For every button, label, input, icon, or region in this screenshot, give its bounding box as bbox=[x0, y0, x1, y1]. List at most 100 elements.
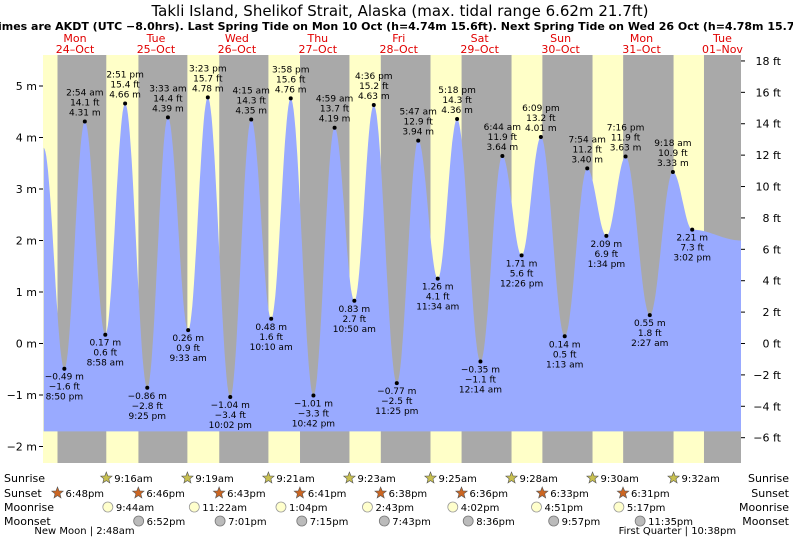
moonrise-icon bbox=[102, 501, 114, 513]
high-tide-dot bbox=[249, 117, 254, 122]
right-tick-label: 4 ft bbox=[763, 275, 782, 288]
high-tide-label: 7:54 am bbox=[569, 135, 606, 145]
sunset-time: 6:46pm bbox=[146, 489, 185, 500]
low-tide-dot bbox=[519, 253, 524, 258]
low-tide-label: 1.71 m bbox=[506, 259, 538, 269]
day-date-label: 27–Oct bbox=[299, 43, 338, 56]
high-tide-label: 4.36 m bbox=[441, 106, 473, 116]
high-tide-label: 14.3 ft bbox=[442, 96, 472, 106]
row-label-left: Moonrise bbox=[4, 501, 54, 514]
moonset-icon bbox=[548, 515, 560, 527]
high-tide-label: 2:54 am bbox=[66, 89, 103, 99]
day-date-label: 30–Oct bbox=[541, 43, 580, 56]
low-tide-label: 2:27 am bbox=[631, 339, 668, 349]
low-tide-label: 0.6 ft bbox=[93, 349, 117, 359]
high-tide-dot bbox=[288, 96, 293, 101]
low-tide-label: 0.5 ft bbox=[553, 350, 577, 360]
low-tide-dot bbox=[690, 227, 695, 232]
low-tide-label: 1:13 am bbox=[546, 360, 583, 370]
left-tick-label: 5 m bbox=[16, 80, 37, 93]
low-tide-label: 11:34 am bbox=[416, 303, 459, 313]
sunrise-icon bbox=[99, 471, 113, 484]
high-tide-label: 3.33 m bbox=[657, 159, 689, 169]
low-tide-dot bbox=[478, 359, 483, 364]
low-tide-dot bbox=[647, 313, 652, 318]
low-tide-label: 1.26 m bbox=[422, 283, 454, 293]
high-tide-label: 4.78 m bbox=[192, 84, 224, 94]
moonset-icon bbox=[133, 515, 145, 527]
right-tick-label: −4 ft bbox=[753, 400, 781, 413]
day-date-label: 01–Nov bbox=[702, 43, 743, 56]
moon-phase-label: First Quarter | 10:38pm bbox=[619, 526, 737, 537]
high-tide-label: 4.39 m bbox=[152, 104, 184, 114]
low-tide-label: −1.6 ft bbox=[49, 383, 81, 393]
sunrise-time: 9:25am bbox=[439, 474, 477, 485]
low-tide-label: 10:42 pm bbox=[292, 420, 335, 430]
moonrise-time: 5:17pm bbox=[627, 503, 666, 514]
moonset-time: 6:52pm bbox=[147, 517, 186, 528]
day-date-label: 29–Oct bbox=[460, 43, 499, 56]
day-name-label: Tue bbox=[146, 32, 166, 45]
low-tide-label: 4.1 ft bbox=[426, 293, 450, 303]
low-tide-dot bbox=[604, 233, 609, 238]
moonrise-time: 9:44am bbox=[116, 503, 154, 514]
sunrise-time: 9:21am bbox=[276, 474, 314, 485]
high-tide-label: 6:44 am bbox=[484, 123, 521, 133]
chart-title: Takli Island, Shelikof Strait, Alaska (m… bbox=[150, 2, 648, 20]
day-name-label: Wed bbox=[225, 32, 249, 45]
right-tick-label: 0 ft bbox=[763, 338, 782, 351]
sunrise-icon bbox=[667, 471, 681, 484]
high-tide-dot bbox=[623, 154, 628, 159]
low-tide-label: −3.3 ft bbox=[298, 410, 330, 420]
sunrise-time: 9:19am bbox=[195, 474, 233, 485]
right-tick-label: 10 ft bbox=[756, 181, 782, 194]
high-tide-label: 11.9 ft bbox=[611, 134, 641, 144]
high-tide-dot bbox=[500, 154, 505, 159]
left-tick-label: −1 m bbox=[7, 389, 37, 402]
sunset-icon bbox=[455, 486, 468, 499]
high-tide-label: 12.9 ft bbox=[404, 118, 434, 128]
day-name-label: Fri bbox=[392, 32, 405, 45]
right-tick-label: −2 ft bbox=[753, 369, 781, 382]
high-tide-label: 4:15 am bbox=[233, 86, 270, 96]
low-tide-dot bbox=[269, 316, 274, 321]
high-tide-label: 4.35 m bbox=[235, 106, 267, 116]
high-tide-label: 3.94 m bbox=[402, 128, 434, 138]
high-tide-label: 3:58 pm bbox=[272, 65, 310, 75]
moonrise-icon bbox=[362, 501, 373, 513]
high-tide-dot bbox=[670, 170, 675, 175]
row-label-right: Sunrise bbox=[748, 472, 789, 485]
high-tide-label: 15.6 ft bbox=[276, 75, 306, 85]
high-tide-label: 5:47 am bbox=[400, 108, 437, 118]
low-tide-label: 12:26 pm bbox=[500, 279, 543, 289]
row-label-right: Moonrise bbox=[739, 501, 789, 514]
low-tide-label: 6.9 ft bbox=[594, 250, 618, 260]
low-tide-label: 8:58 am bbox=[87, 359, 124, 369]
low-tide-label: −2.8 ft bbox=[132, 402, 164, 412]
high-tide-label: 3:33 am bbox=[149, 84, 186, 94]
day-date-label: 24–Oct bbox=[56, 43, 95, 56]
high-tide-label: 3.40 m bbox=[571, 155, 603, 165]
day-name-label: Mon bbox=[630, 32, 653, 45]
sunrise-icon bbox=[261, 471, 275, 484]
moonrise-icon bbox=[188, 501, 200, 513]
left-tick-label: 3 m bbox=[16, 183, 37, 196]
low-tide-label: 10:50 am bbox=[333, 325, 376, 335]
low-tide-label: 1:34 pm bbox=[588, 260, 626, 270]
moonrise-time: 11:22am bbox=[202, 503, 247, 514]
sunset-time: 6:38pm bbox=[389, 489, 428, 500]
sunrise-icon bbox=[180, 471, 194, 484]
day-date-label: 31–Oct bbox=[622, 43, 661, 56]
right-tick-label: 18 ft bbox=[756, 55, 782, 68]
high-tide-dot bbox=[82, 119, 87, 124]
low-tide-dot bbox=[62, 366, 67, 371]
row-label-left: Sunset bbox=[4, 487, 42, 500]
sunrise-icon bbox=[586, 471, 599, 484]
low-tide-label: 1.8 ft bbox=[638, 329, 662, 339]
sunrise-time: 9:23am bbox=[357, 474, 395, 485]
high-tide-label: 2:51 pm bbox=[106, 71, 144, 81]
low-tide-label: −0.77 m bbox=[377, 387, 416, 397]
high-tide-label: 4:59 am bbox=[316, 95, 353, 105]
